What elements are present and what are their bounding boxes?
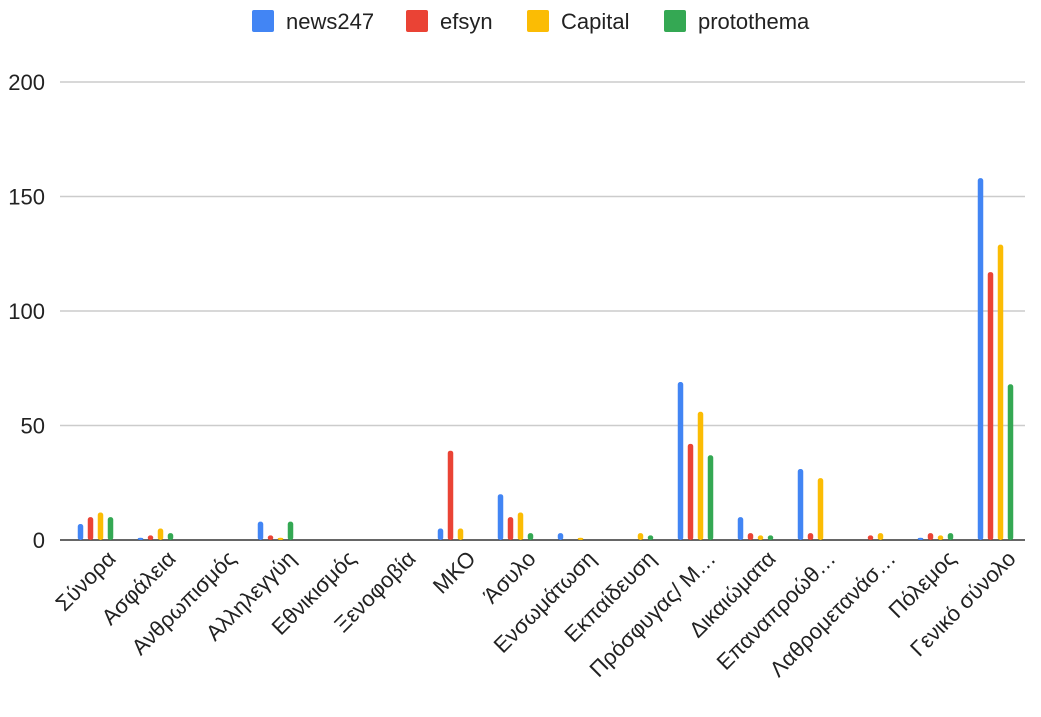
bar-news247-4 xyxy=(257,521,264,540)
bar-Capital-13 xyxy=(817,478,824,540)
legend-label: news247 xyxy=(286,9,374,34)
gridlines xyxy=(60,81,1025,541)
legend: news247 efsyn Capital protothema xyxy=(252,9,810,34)
legend-item-efsyn[interactable]: efsyn xyxy=(406,9,493,34)
bar-protothema-15 xyxy=(947,533,954,540)
bar-protothema-8 xyxy=(527,533,534,540)
legend-item-Capital[interactable]: Capital xyxy=(527,9,629,34)
bar-news247-15 xyxy=(917,537,924,540)
bar-protothema-4 xyxy=(287,521,294,540)
legend-swatch xyxy=(406,10,428,32)
y-tick-label: 0 xyxy=(33,528,45,553)
bar-Capital-14 xyxy=(877,533,884,540)
bar-Capital-15 xyxy=(937,535,944,540)
legend-label: Capital xyxy=(561,9,629,34)
bar-efsyn-8 xyxy=(507,517,514,540)
bar-efsyn-2 xyxy=(147,535,154,540)
bar-Capital-7 xyxy=(457,528,464,540)
x-axis: ΣύνοραΑσφάλειαΑνθρωπισμόςΑλληλεγγύηΕθνικ… xyxy=(50,546,1020,682)
bar-protothema-10 xyxy=(647,535,654,540)
bar-efsyn-12 xyxy=(747,533,754,540)
y-tick-label: 150 xyxy=(8,185,45,210)
bar-Capital-12 xyxy=(757,535,764,540)
bar-efsyn-13 xyxy=(807,533,814,540)
bar-Capital-1 xyxy=(97,512,104,540)
bar-protothema-1 xyxy=(107,517,114,540)
bar-protothema-11 xyxy=(707,455,714,540)
bar-efsyn-11 xyxy=(687,443,694,540)
bar-Capital-11 xyxy=(697,411,704,540)
bar-Capital-8 xyxy=(517,512,524,540)
bar-news247-16 xyxy=(977,178,984,540)
bar-Capital-10 xyxy=(637,533,644,540)
bar-news247-1 xyxy=(77,523,84,540)
bar-news247-12 xyxy=(737,517,744,540)
legend-item-protothema[interactable]: protothema xyxy=(664,9,810,34)
legend-swatch xyxy=(252,10,274,32)
x-tick-label: ΜΚΟ xyxy=(428,546,481,599)
bar-protothema-12 xyxy=(767,535,774,540)
x-tick-label: Ανθρωπισμός xyxy=(127,546,241,660)
bar-news247-8 xyxy=(497,494,504,540)
bar-efsyn-4 xyxy=(267,535,274,540)
bar-news247-9 xyxy=(557,533,564,540)
bar-efsyn-7 xyxy=(447,450,454,540)
y-tick-label: 200 xyxy=(8,70,45,95)
bar-Capital-2 xyxy=(157,528,164,540)
legend-swatch xyxy=(527,10,549,32)
legend-label: protothema xyxy=(698,9,810,34)
bar-efsyn-1 xyxy=(87,517,94,540)
y-tick-label: 50 xyxy=(21,414,45,439)
bar-efsyn-15 xyxy=(927,533,934,540)
bar-news247-2 xyxy=(137,537,144,540)
bar-efsyn-14 xyxy=(867,535,874,540)
y-tick-label: 100 xyxy=(8,299,45,324)
bar-Capital-9 xyxy=(577,537,584,540)
bar-news247-11 xyxy=(677,381,684,540)
bar-news247-7 xyxy=(437,528,444,540)
bars xyxy=(77,178,1014,540)
bar-Capital-4 xyxy=(277,537,284,540)
legend-swatch xyxy=(664,10,686,32)
legend-item-news247[interactable]: news247 xyxy=(252,9,374,34)
bar-protothema-2 xyxy=(167,533,174,540)
x-tick-label: Γενικό σύνολο xyxy=(905,546,1020,661)
y-axis: 0 50 100 150 200 xyxy=(8,70,45,553)
bar-efsyn-16 xyxy=(987,272,994,540)
bar-protothema-16 xyxy=(1007,384,1014,540)
bar-Capital-16 xyxy=(997,244,1004,540)
legend-label: efsyn xyxy=(440,9,493,34)
bar-news247-13 xyxy=(797,469,804,540)
